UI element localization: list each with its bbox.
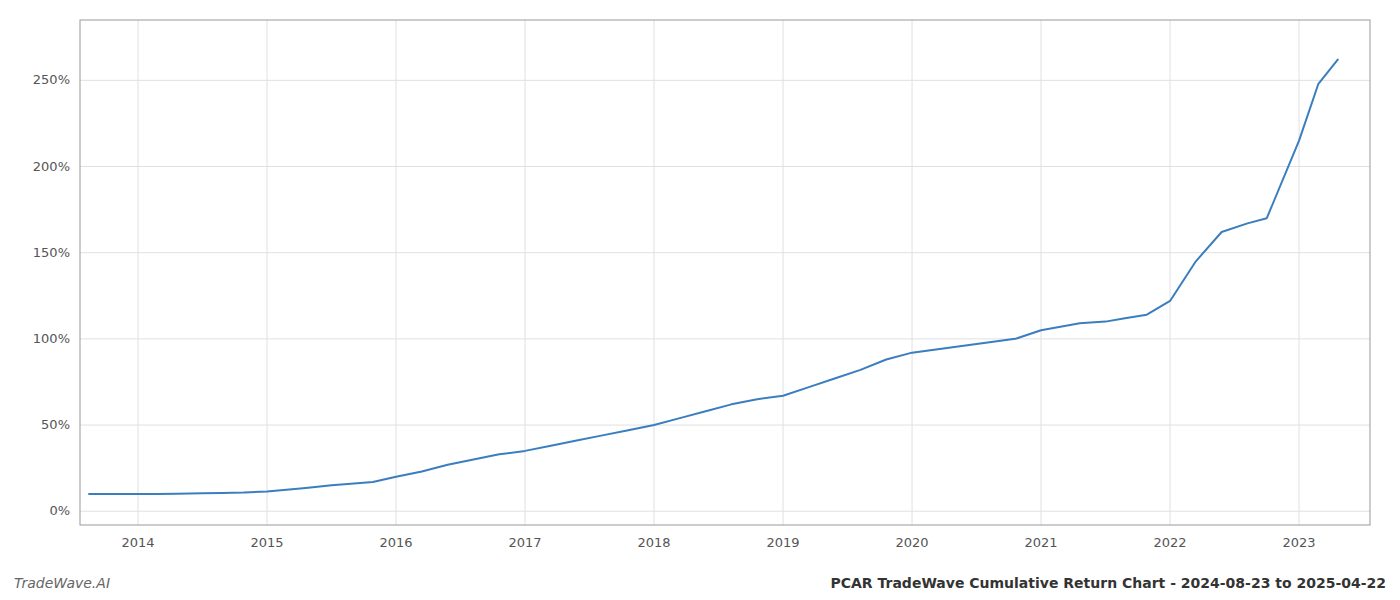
grid-line xyxy=(138,20,139,525)
tick-label: 2019 xyxy=(767,535,800,550)
grid-line xyxy=(267,20,268,525)
chart: 0% 50% 100% 150% 200% 250% 2014 2015 2016 2017 201… xyxy=(0,0,1400,600)
grid-line xyxy=(783,20,784,525)
tick-label: 0% xyxy=(49,503,70,518)
tick-label: 100% xyxy=(33,331,70,346)
grid-line xyxy=(80,338,1370,339)
grid-line xyxy=(1170,20,1171,525)
grid-line xyxy=(654,20,655,525)
tick-label: 2022 xyxy=(1154,535,1187,550)
grid-line xyxy=(912,20,913,525)
series xyxy=(89,60,1338,494)
grid-line xyxy=(80,425,1370,426)
grid-line xyxy=(80,80,1370,81)
grid-line xyxy=(1041,20,1042,525)
tick-label: 2017 xyxy=(509,535,542,550)
tick-label: 250% xyxy=(33,72,70,87)
plot-frame xyxy=(80,20,1370,525)
tick-label: 50% xyxy=(41,417,70,432)
grid-line xyxy=(396,20,397,525)
grid-line xyxy=(80,166,1370,167)
tick-label: 200% xyxy=(33,159,70,174)
tick-label: 2021 xyxy=(1025,535,1058,550)
grid-line xyxy=(80,252,1370,253)
watermark: TradeWave.AI xyxy=(14,575,110,591)
tick-label: 2016 xyxy=(380,535,413,550)
tick-label: 2015 xyxy=(251,535,284,550)
grid-line xyxy=(1299,20,1300,525)
grid-line xyxy=(80,511,1370,512)
tick-label: 2020 xyxy=(896,535,929,550)
title: PCAR TradeWave Cumulative Return Chart -… xyxy=(830,575,1386,591)
line xyxy=(89,60,1338,494)
tick-label: 2023 xyxy=(1283,535,1316,550)
grid-line xyxy=(525,20,526,525)
plot-area xyxy=(80,20,1370,525)
tick-label: 2014 xyxy=(122,535,155,550)
grid xyxy=(80,20,1370,525)
tick-label: 2018 xyxy=(638,535,671,550)
tick-label: 150% xyxy=(33,245,70,260)
axes: 0% 50% 100% 150% 200% 250% 2014 2015 2016 2017 201… xyxy=(33,20,1370,550)
